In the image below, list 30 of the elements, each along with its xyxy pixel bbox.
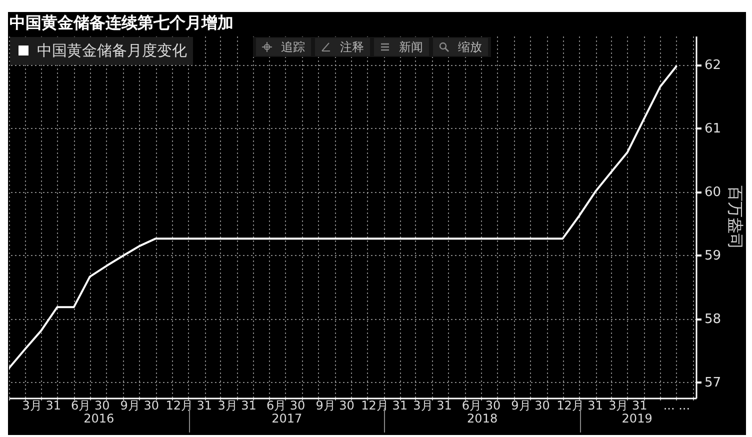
annotation: 缩放 <box>458 38 482 56</box>
x-tick-label: 3月 31 <box>413 398 452 412</box>
x-tick-label: 6月 30 <box>462 398 501 412</box>
y-tick-label: 60 <box>704 185 722 200</box>
legend-label: 中国黄金储备月度变化 <box>37 42 187 60</box>
y-tick-label: 59 <box>704 248 722 264</box>
x2-tick-label: 2018 <box>467 412 498 426</box>
y-tick-label: 62 <box>704 58 722 74</box>
y-tick-label: 61 <box>704 122 722 137</box>
x-tick-label: 6月 30 <box>70 398 110 412</box>
x-tick-label: 9月 30 <box>511 398 550 412</box>
x-tick-label: 9月 30 <box>316 398 354 412</box>
y-tick-label: 58 <box>704 312 722 328</box>
chart-title: 中国黄金储备连续第七个月增加 <box>10 13 234 32</box>
y-tick-label: 57 <box>704 376 722 391</box>
x2-tick-label: 2017 <box>272 412 302 426</box>
x-tick-label: 3月 31 <box>608 398 648 412</box>
line-series <box>9 65 678 370</box>
x2-tick-label: 2019 <box>622 412 652 426</box>
annotation: 追踪 <box>281 38 305 56</box>
x-tick-label: ... ... <box>663 398 690 412</box>
x-tick-label: 12月 31 <box>361 398 408 412</box>
x-tick-label: 3月 31 <box>218 398 256 412</box>
annotation: 注释 <box>340 38 364 56</box>
x-tick-label: 6月 30 <box>266 398 306 412</box>
x2-tick-label: 2016 <box>84 412 114 426</box>
annotation: 新闻 <box>399 38 423 56</box>
y-axis-title: 百万盎司 <box>726 186 746 250</box>
x-tick-label: 3月 31 <box>22 398 61 412</box>
x-tick-label: 9月 30 <box>120 398 159 412</box>
